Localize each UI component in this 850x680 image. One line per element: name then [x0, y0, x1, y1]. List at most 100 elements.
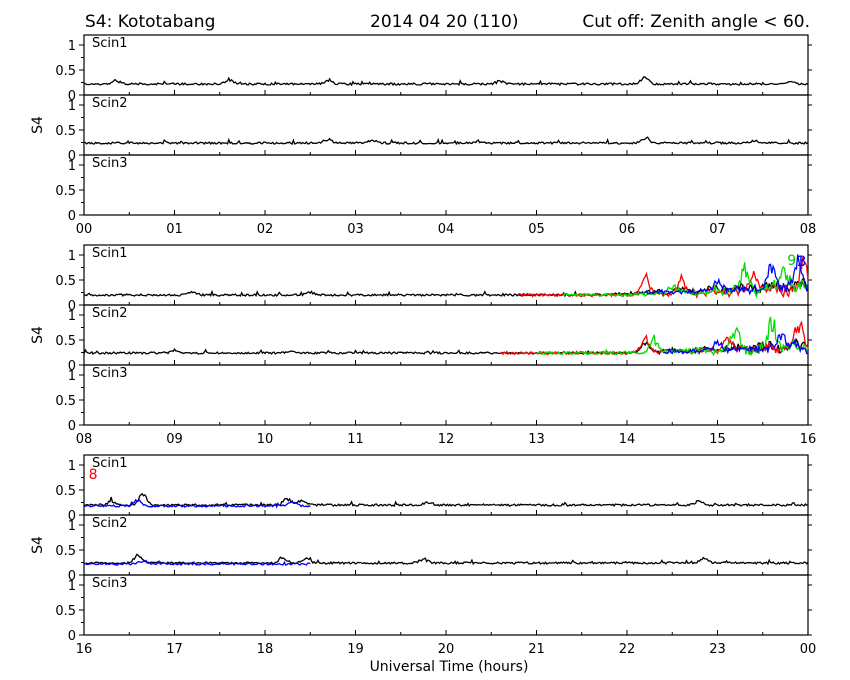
cutoff-label: Cut off: Zenith angle < 60.	[582, 12, 810, 32]
panel-1-scin2: 0 0.5 1 Scin2	[55, 94, 812, 164]
y-tick-label: 0	[68, 89, 76, 104]
x-tick-label: 13	[528, 432, 545, 447]
panel-label-scin3: Scin3	[92, 366, 128, 381]
y-tick-label: 0.5	[55, 184, 76, 199]
x-tick-label: 02	[257, 222, 274, 237]
panel-3-scin3: 0 0.5 1 Scin3	[55, 574, 812, 644]
panel-3-scin2: 0 0.5 1 Scin2	[55, 514, 812, 584]
panel-frame	[83, 304, 809, 366]
x-tick-label: 21	[528, 642, 545, 657]
panel-label-scin2: Scin2	[92, 96, 128, 111]
panel-2-scin1: 00.51 Scin1 9 13	[55, 244, 812, 314]
x-tick-label: 15	[709, 432, 726, 447]
panel-frame	[83, 94, 809, 156]
x-tick-label: 16	[800, 432, 817, 447]
panel-frame	[83, 34, 809, 96]
x-tick-label: 23	[709, 642, 726, 657]
x-tick-label: 07	[709, 222, 726, 237]
satellite-label-1: 9	[787, 253, 796, 269]
series-scin2-3	[662, 333, 809, 355]
y-tick-label: 0	[68, 569, 76, 584]
panel-label-scin3: Scin3	[92, 576, 128, 591]
y-tick-label: 0.5	[55, 124, 76, 139]
x-axis-label: Universal Time (hours)	[370, 659, 529, 675]
y-tick-label: 0.5	[55, 64, 76, 79]
y-tick-label: 1	[68, 159, 76, 174]
panel-label-scin1: Scin1	[92, 456, 128, 471]
x-tick-label: 12	[438, 432, 455, 447]
series-scin1-1	[518, 256, 809, 299]
y-tick-label: 0	[68, 209, 76, 224]
panel-2-scin2: 0 0.5 1 Scin2	[55, 304, 812, 374]
x-tick-label: 16	[76, 642, 93, 657]
y-tick-label: 1	[68, 369, 76, 384]
x-tick-label: 01	[166, 222, 183, 237]
y-tick-label: 0	[68, 149, 76, 164]
x-tick-label: 08	[800, 222, 817, 237]
series-scin1-0	[83, 76, 809, 87]
panel-frame	[83, 364, 809, 426]
y-tick-label: 0.5	[55, 274, 76, 289]
x-tick-label: 10	[257, 432, 274, 447]
series-scin2-0	[83, 553, 809, 566]
station-title: S4: Kototabang	[85, 12, 216, 32]
satellite-label-2: 1	[796, 254, 805, 270]
y-tick-label: 0	[68, 419, 76, 434]
satellite-label-3: 3	[798, 254, 807, 270]
series-scin2-1	[83, 559, 311, 566]
y-tick-label: 1	[68, 249, 76, 264]
x-tick-label: 09	[166, 432, 183, 447]
x-tick-label: 08	[76, 432, 93, 447]
y-tick-label: 1	[68, 459, 76, 474]
x-tick-label: 22	[619, 642, 636, 657]
x-tick-label: 06	[619, 222, 636, 237]
x-tick-label: 03	[347, 222, 364, 237]
panel-1-scin3: 0 0.5 1 Scin3	[55, 154, 812, 224]
x-tick-label: 11	[347, 432, 364, 447]
x-tick-label: 00	[800, 642, 817, 657]
panel-2-scin3: 0 0.5 1 Scin3	[55, 364, 812, 434]
x-tick-label: 00	[76, 222, 93, 237]
y-tick-label: 0	[68, 359, 76, 374]
y-axis-label-3: S4	[30, 536, 46, 554]
y-tick-label: 0.5	[55, 604, 76, 619]
x-tick-label: 14	[619, 432, 636, 447]
panel-frame	[83, 514, 809, 576]
series-scin2-2	[536, 316, 809, 357]
panel-label-scin3: Scin3	[92, 156, 128, 171]
panel-frame	[83, 574, 809, 636]
series-scin1-3	[644, 254, 809, 296]
panel-1-scin1: 0 0.5 1 Scin1	[55, 34, 812, 104]
x-tick-label: 04	[438, 222, 455, 237]
y-tick-label: 0	[68, 299, 76, 314]
y-tick-label: 0.5	[55, 484, 76, 499]
y-tick-label: 0.5	[55, 544, 76, 559]
x-tick-label: 18	[257, 642, 274, 657]
y-tick-label: 0	[68, 509, 76, 524]
date-label: 2014 04 20 (110)	[370, 12, 519, 32]
y-tick-label: 1	[68, 39, 76, 54]
panel-label-scin2: Scin2	[92, 516, 128, 531]
y-tick-label: 1	[68, 309, 76, 324]
y-tick-label: 0.5	[55, 334, 76, 349]
series-scin1-1	[84, 498, 311, 509]
y-tick-label: 1	[68, 579, 76, 594]
y-tick-label: 0	[68, 629, 76, 644]
x-tick-label: 05	[528, 222, 545, 237]
x-tick-label: 20	[438, 642, 455, 657]
x-tick-label: 19	[347, 642, 364, 657]
x-tick-label: 17	[166, 642, 183, 657]
panel-frame	[83, 154, 809, 216]
y-axis-label-1: S4	[30, 116, 46, 134]
y-axis-label-2: S4	[30, 326, 46, 344]
panel-label-scin1: Scin1	[92, 246, 128, 261]
y-tick-label: 1	[68, 99, 76, 114]
satellite-label-1: 8	[89, 467, 98, 483]
panel-label-scin1: Scin1	[92, 36, 128, 51]
y-tick-label: 0.5	[55, 394, 76, 409]
panel-label-scin2: Scin2	[92, 306, 128, 321]
